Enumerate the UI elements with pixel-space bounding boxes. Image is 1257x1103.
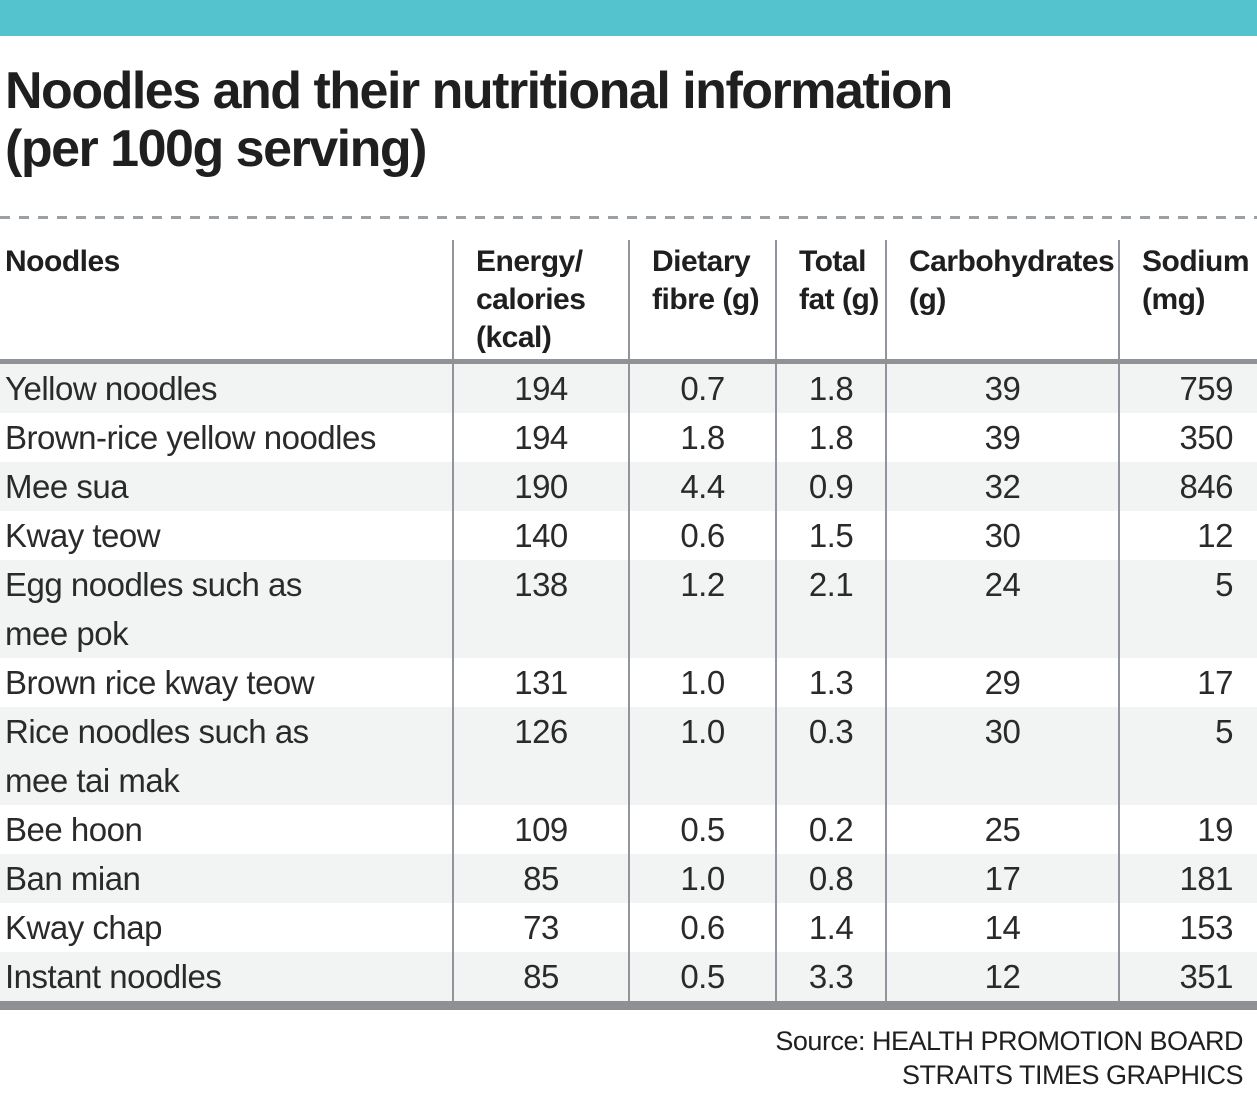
value-cell: 32 bbox=[885, 462, 1118, 511]
header-noodles: Noodles bbox=[5, 245, 120, 278]
value-cell: 126 bbox=[452, 707, 628, 805]
value-cell: 181 bbox=[1118, 854, 1257, 903]
noodle-name: Egg noodles such as mee pok bbox=[5, 566, 302, 652]
source-line: Source: HEALTH PROMOTION BOARD bbox=[775, 1026, 1243, 1056]
value-cell: 194 bbox=[452, 413, 628, 462]
table-row: Ban mian 85 1.0 0.8 17 181 bbox=[0, 854, 1257, 903]
table-row: Egg noodles such as mee pok 138 1.2 2.1 … bbox=[0, 560, 1257, 658]
value-cell: 0.7 bbox=[628, 364, 775, 413]
nutrition-table: Noodles Energy/ calories (kcal) Dietary … bbox=[0, 240, 1257, 1010]
value-cell: 190 bbox=[452, 462, 628, 511]
page-title: Noodles and their nutritional informatio… bbox=[5, 62, 953, 178]
value-cell: 85 bbox=[452, 854, 628, 903]
noodle-name: Mee sua bbox=[5, 468, 129, 505]
value-cell: 140 bbox=[452, 511, 628, 560]
value-cell: 4.4 bbox=[628, 462, 775, 511]
table-row: Brown rice kway teow 131 1.0 1.3 29 17 bbox=[0, 658, 1257, 707]
noodle-name: Kway teow bbox=[5, 517, 161, 554]
value-cell: 17 bbox=[885, 854, 1118, 903]
value-cell: 1.0 bbox=[628, 854, 775, 903]
header-total-fat: Total fat (g) bbox=[775, 240, 885, 359]
table-row: Rice noodles such as mee tai mak 126 1.0… bbox=[0, 707, 1257, 805]
value-cell: 350 bbox=[1118, 413, 1257, 462]
noodle-name: Brown rice kway teow bbox=[5, 664, 315, 701]
table-body: Yellow noodles 194 0.7 1.8 39 759 Brown-… bbox=[0, 364, 1257, 1001]
value-cell: 5 bbox=[1118, 560, 1257, 658]
value-cell: 194 bbox=[452, 364, 628, 413]
table-row: Yellow noodles 194 0.7 1.8 39 759 bbox=[0, 364, 1257, 413]
noodle-name: Brown-rice yellow noodles bbox=[5, 419, 376, 456]
value-cell: 5 bbox=[1118, 707, 1257, 805]
value-cell: 138 bbox=[452, 560, 628, 658]
value-cell: 0.2 bbox=[775, 805, 885, 854]
table-row: Kway chap 73 0.6 1.4 14 153 bbox=[0, 903, 1257, 952]
value-cell: 3.3 bbox=[775, 952, 885, 1001]
value-cell: 17 bbox=[1118, 658, 1257, 707]
value-cell: 1.4 bbox=[775, 903, 885, 952]
noodle-name: Kway chap bbox=[5, 909, 162, 946]
noodle-name: Ban mian bbox=[5, 860, 141, 897]
value-cell: 1.3 bbox=[775, 658, 885, 707]
value-cell: 39 bbox=[885, 364, 1118, 413]
value-cell: 0.6 bbox=[628, 511, 775, 560]
value-cell: 73 bbox=[452, 903, 628, 952]
value-cell: 1.0 bbox=[628, 707, 775, 805]
value-cell: 1.5 bbox=[775, 511, 885, 560]
value-cell: 30 bbox=[885, 707, 1118, 805]
value-cell: 25 bbox=[885, 805, 1118, 854]
value-cell: 0.3 bbox=[775, 707, 885, 805]
value-cell: 109 bbox=[452, 805, 628, 854]
table-row: Mee sua 190 4.4 0.9 32 846 bbox=[0, 462, 1257, 511]
dashed-separator bbox=[0, 216, 1257, 219]
noodle-name: Yellow noodles bbox=[5, 370, 217, 407]
value-cell: 846 bbox=[1118, 462, 1257, 511]
value-cell: 39 bbox=[885, 413, 1118, 462]
value-cell: 351 bbox=[1118, 952, 1257, 1001]
table-header-row: Noodles Energy/ calories (kcal) Dietary … bbox=[0, 240, 1257, 364]
source-credit: Source: HEALTH PROMOTION BOARD STRAITS T… bbox=[0, 1024, 1257, 1092]
value-cell: 1.8 bbox=[628, 413, 775, 462]
value-cell: 131 bbox=[452, 658, 628, 707]
noodle-name: Bee hoon bbox=[5, 811, 143, 848]
value-cell: 24 bbox=[885, 560, 1118, 658]
value-cell: 19 bbox=[1118, 805, 1257, 854]
value-cell: 0.6 bbox=[628, 903, 775, 952]
header-dietary-fibre: Dietary fibre (g) bbox=[628, 240, 775, 359]
value-cell: 0.9 bbox=[775, 462, 885, 511]
value-cell: 1.0 bbox=[628, 658, 775, 707]
credit-line: STRAITS TIMES GRAPHICS bbox=[901, 1060, 1244, 1090]
value-cell: 0.5 bbox=[628, 805, 775, 854]
value-cell: 12 bbox=[1118, 511, 1257, 560]
noodle-name: Rice noodles such as mee tai mak bbox=[5, 713, 309, 799]
value-cell: 0.5 bbox=[628, 952, 775, 1001]
value-cell: 12 bbox=[885, 952, 1118, 1001]
table-row: Instant noodles 85 0.5 3.3 12 351 bbox=[0, 952, 1257, 1001]
value-cell: 153 bbox=[1118, 903, 1257, 952]
value-cell: 0.8 bbox=[775, 854, 885, 903]
table-row: Kway teow 140 0.6 1.5 30 12 bbox=[0, 511, 1257, 560]
value-cell: 85 bbox=[452, 952, 628, 1001]
header-carbohydrates: Carbohydrates (g) bbox=[885, 240, 1118, 359]
table-row: Brown-rice yellow noodles 194 1.8 1.8 39… bbox=[0, 413, 1257, 462]
table-row: Bee hoon 109 0.5 0.2 25 19 bbox=[0, 805, 1257, 854]
value-cell: 1.2 bbox=[628, 560, 775, 658]
noodle-name: Instant noodles bbox=[5, 958, 222, 995]
value-cell: 14 bbox=[885, 903, 1118, 952]
value-cell: 2.1 bbox=[775, 560, 885, 658]
table-bottom-rule bbox=[0, 1001, 1257, 1010]
accent-top-bar bbox=[0, 0, 1257, 36]
value-cell: 759 bbox=[1118, 364, 1257, 413]
header-energy: Energy/ calories (kcal) bbox=[452, 240, 628, 359]
header-sodium: Sodium (mg) bbox=[1118, 240, 1257, 359]
value-cell: 1.8 bbox=[775, 364, 885, 413]
value-cell: 1.8 bbox=[775, 413, 885, 462]
value-cell: 29 bbox=[885, 658, 1118, 707]
value-cell: 30 bbox=[885, 511, 1118, 560]
